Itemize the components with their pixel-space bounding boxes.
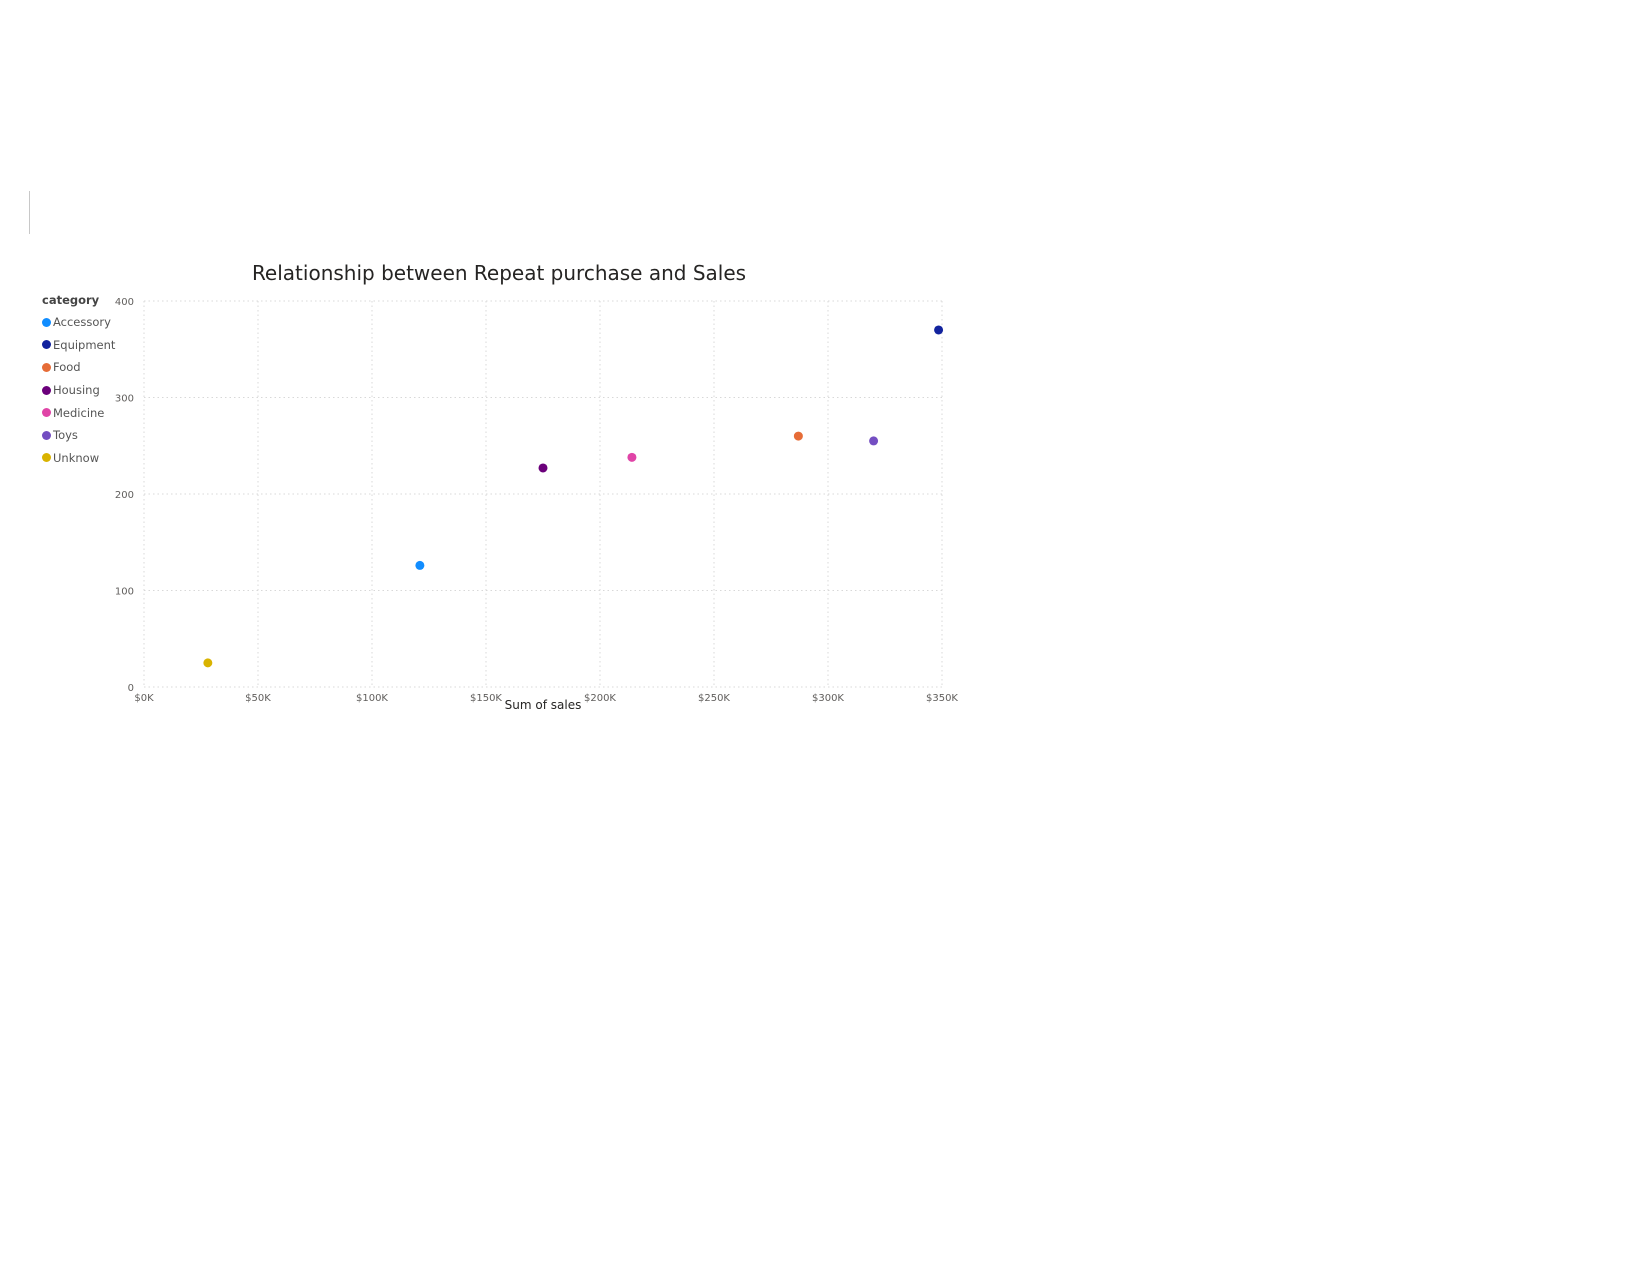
x-axis-label: Sum of sales <box>505 698 582 712</box>
legend-marker <box>42 453 51 463</box>
data-points[interactable] <box>203 325 944 668</box>
scatter-chart-visual[interactable]: 0 100 200 300 400 $0K $50K $100K $150K $200K $250K… <box>34 255 964 725</box>
legend-marker <box>42 430 51 440</box>
legend-item-unknow[interactable]: Unknow <box>42 447 115 470</box>
legend-label: Housing <box>53 383 100 398</box>
x-tick-label: $50K <box>245 693 271 704</box>
legend-item-equipment[interactable]: Equipment <box>42 334 115 357</box>
data-point-food[interactable] <box>793 431 803 441</box>
legend-label: Equipment <box>53 337 116 352</box>
y-tick-label: 400 <box>115 297 134 308</box>
data-point-housing[interactable] <box>538 463 548 473</box>
x-tick-label: $250K <box>698 693 730 704</box>
x-tick-label: $0K <box>134 693 154 704</box>
legend-label: Food <box>53 360 81 375</box>
y-tick-label: 0 <box>128 683 134 694</box>
x-tick-label: $300K <box>812 693 844 704</box>
legend-label: Medicine <box>53 405 105 420</box>
legend-item-medicine[interactable]: Medicine <box>42 401 115 424</box>
legend-item-accessory[interactable]: Accessory <box>42 311 115 334</box>
legend-items: Accessory Equipment Food Housing Medicine Toy… <box>42 311 115 469</box>
legend-item-housing[interactable]: Housing <box>42 379 115 402</box>
chart-title: Relationship between Repeat purchase and… <box>251 261 747 285</box>
legend-label: Accessory <box>53 315 111 330</box>
y-tick-label: 200 <box>115 490 134 501</box>
legend-marker <box>42 340 51 350</box>
legend-title: category <box>42 293 100 307</box>
y-tick-label: 100 <box>115 587 134 598</box>
legend-marker <box>42 317 51 327</box>
data-point-unknow[interactable] <box>203 658 213 668</box>
x-tick-label: $350K <box>926 693 958 704</box>
data-point-equipment[interactable] <box>934 325 944 335</box>
legend-marker <box>42 385 51 395</box>
legend-label: Unknow <box>53 450 100 465</box>
data-point-accessory[interactable] <box>415 560 425 570</box>
data-point-toys[interactable] <box>869 436 879 446</box>
data-point-medicine[interactable] <box>627 452 637 462</box>
x-tick-label: $150K <box>470 693 502 704</box>
legend-marker <box>42 408 51 418</box>
gridlines <box>143 300 943 688</box>
legend: category Accessory Equipment Food Housing Me… <box>42 293 115 469</box>
axis-ticks: 0 100 200 300 400 $0K $50K $100K $150K $200K $250K… <box>115 297 959 704</box>
legend-item-toys[interactable]: Toys <box>42 424 115 447</box>
page-divider <box>29 191 30 234</box>
legend-label: Toys <box>53 428 78 443</box>
x-tick-label: $100K <box>356 693 388 704</box>
legend-marker <box>42 362 51 372</box>
y-tick-label: 300 <box>115 394 134 405</box>
x-tick-label: $200K <box>584 693 616 704</box>
scatter-plot: 0 100 200 300 400 $0K $50K $100K $150K $200K $250K… <box>115 297 959 712</box>
legend-item-food[interactable]: Food <box>42 356 115 379</box>
